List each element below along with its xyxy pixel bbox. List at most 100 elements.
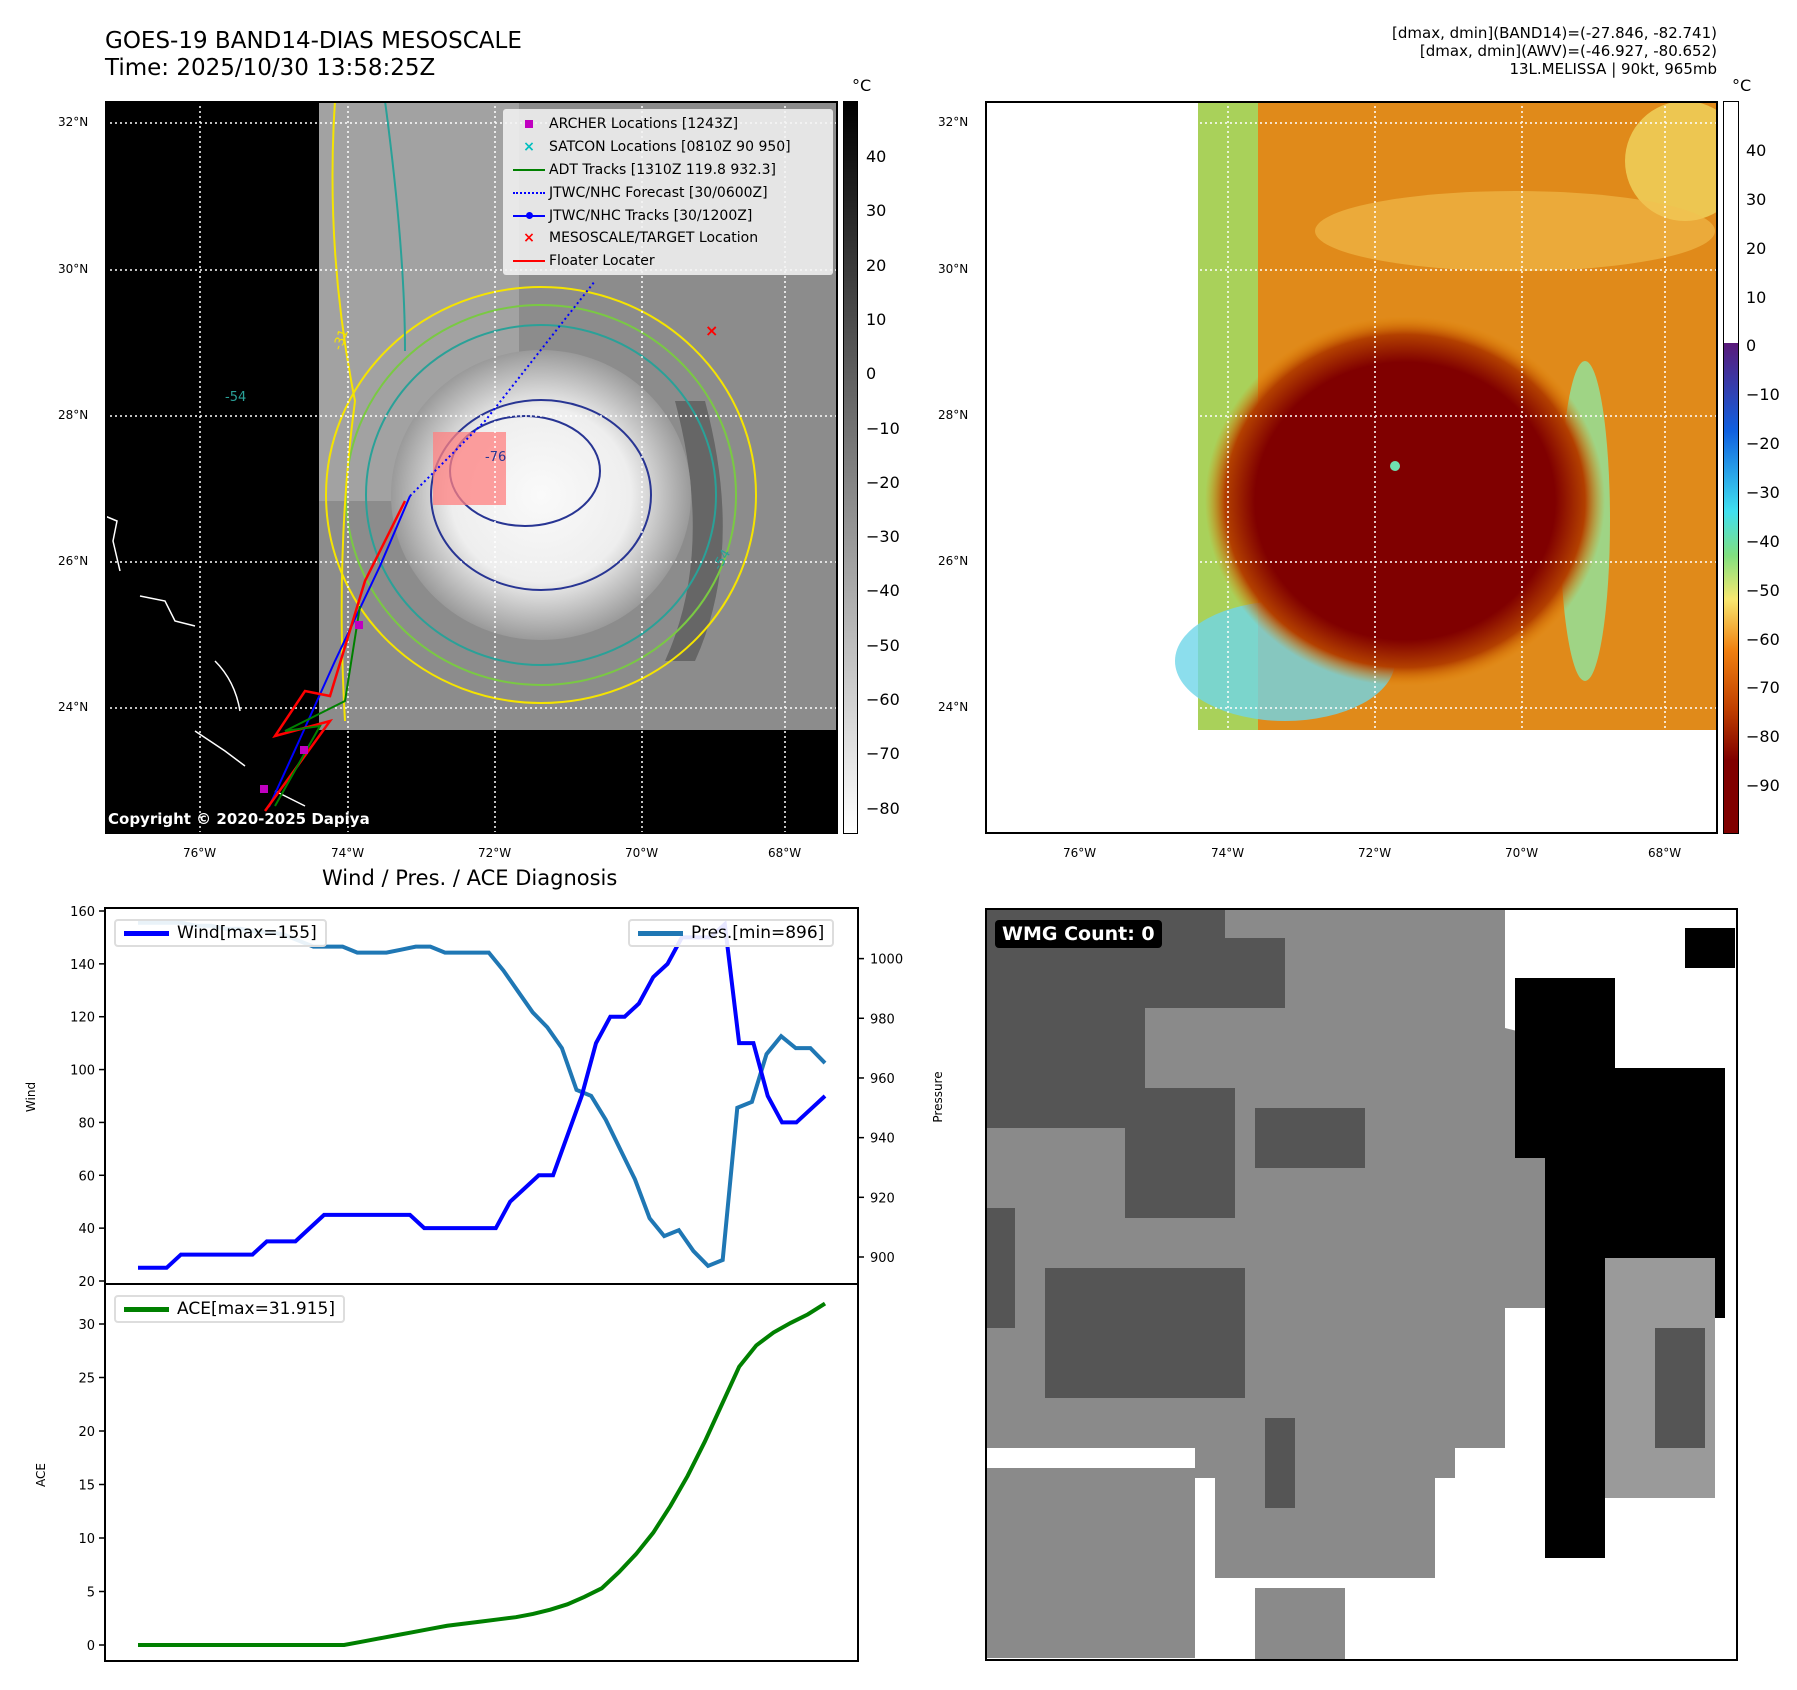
legend-label: Wind[max=155]: [177, 923, 317, 943]
lon-label: 72°W: [1358, 846, 1392, 860]
colorbar-tick: −60: [866, 690, 900, 709]
wmg-panel: [985, 908, 1738, 1661]
x-marker-icon: ×: [523, 230, 535, 247]
jtwc-track: [268, 495, 411, 808]
legend-floater: Floater Locater: [509, 250, 827, 273]
line-icon: [509, 168, 549, 171]
pressure-y-tick-label: 900: [870, 1251, 895, 1266]
contour-label: -31: [331, 327, 352, 352]
colorbar-tick: −70: [866, 744, 900, 764]
ace-y-tick-label: 25: [78, 1372, 95, 1387]
ace-y-tick-label: 20: [78, 1425, 95, 1440]
stats-block: [dmax, dmin](BAND14)=(-27.846, -82.741) …: [1392, 24, 1717, 78]
ace-y-tick-label: 0: [87, 1639, 95, 1654]
figure-title: GOES-19 BAND14-DIAS MESOSCALE Time: 2025…: [105, 28, 522, 82]
colorbar-tick: −30: [866, 527, 900, 547]
colorbar-tick: 30: [1746, 189, 1767, 209]
colorbar-tick: −40: [1746, 531, 1780, 551]
legend-target: × MESOSCALE/TARGET Location: [509, 227, 827, 250]
wind-line: [138, 920, 827, 1270]
wind-y-tick-label: 100: [70, 1064, 95, 1079]
wind-y-tick-label: 140: [70, 958, 95, 973]
legend-satcon: × SATCON Locations [0810Z 90 950]: [509, 136, 827, 159]
colorbar-tick: 10: [866, 309, 887, 329]
wind-y-tick-label: 40: [78, 1222, 95, 1237]
lon-label: 68°W: [1648, 846, 1682, 860]
legend-tracks: JTWC/NHC Tracks [30/1200Z]: [509, 204, 827, 227]
colorbar-tick: 10: [1746, 287, 1767, 307]
lat-label: 26°N: [938, 554, 969, 568]
wind-axis-label: Wind: [24, 1082, 38, 1112]
awv-map: [985, 101, 1718, 834]
square-marker-icon: [509, 120, 549, 129]
line-icon: [124, 930, 169, 936]
colorbar-tick: −20: [1746, 434, 1780, 454]
lon-label: 68°W: [768, 846, 802, 860]
lon-label: 70°W: [1505, 846, 1539, 860]
legend-label: ACE[max=31.915]: [177, 1299, 335, 1319]
pressure-y-tick-label: 940: [870, 1132, 895, 1147]
wind-y-tick-label: 160: [70, 905, 95, 920]
colorbar-tick: 20: [1746, 238, 1767, 258]
timestamp: Time: 2025/10/30 13:58:25Z: [105, 55, 436, 81]
colorbar-tick: −90: [1746, 776, 1780, 796]
ace-y-tick-label: 10: [78, 1532, 95, 1547]
legend-label: ARCHER Locations [1243Z]: [549, 116, 739, 133]
lat-label: 28°N: [938, 408, 969, 422]
wind-y-tick-label: 80: [78, 1116, 95, 1131]
ace-axis-label: ACE: [34, 1463, 48, 1487]
chart-title: Wind / Pres. / ACE Diagnosis: [322, 866, 618, 890]
wind-y-tick-label: 120: [70, 1011, 95, 1026]
contour-label: -76: [485, 450, 506, 465]
line-icon: [124, 1306, 169, 1312]
lon-label: 76°W: [183, 846, 217, 860]
pressure-y-tick-label: 980: [870, 1012, 895, 1027]
wind-y-tick-label: 20: [78, 1275, 95, 1290]
wind-y-tick-label: 60: [78, 1169, 95, 1184]
legend-forecast: JTWC/NHC Forecast [30/0600Z]: [509, 181, 827, 204]
colorbar-tick: −10: [1746, 385, 1780, 405]
lon-label: 72°W: [478, 846, 512, 860]
colorbar-tick: −50: [866, 635, 900, 655]
ace-y-tick-label: 15: [78, 1479, 95, 1494]
pressure-y-tick-label: 920: [870, 1191, 895, 1206]
lat-label: 24°N: [58, 700, 89, 714]
colorbar-tick: 20: [866, 255, 887, 275]
colorbar-tick: 0: [866, 364, 877, 384]
colorbar-tick: 40: [1746, 141, 1767, 160]
ace-axes-frame: [104, 1283, 859, 1662]
legend-label: SATCON Locations [0810Z 90 950]: [549, 139, 791, 156]
pressure-y-tick-label: 1000: [870, 953, 903, 968]
colorbar-tick: 0: [1746, 336, 1757, 356]
colorbar-tick: −80: [866, 798, 900, 818]
line-dot-icon: [509, 211, 549, 219]
ace-legend: ACE[max=31.915]: [114, 1295, 345, 1323]
lon-label: 70°W: [625, 846, 659, 860]
lat-label: 30°N: [58, 262, 89, 276]
legend-label: JTWC/NHC Forecast [30/0600Z]: [549, 184, 768, 201]
line-icon: [509, 260, 549, 263]
contour-label: -54: [225, 390, 246, 405]
colorbar-tick: −80: [1746, 727, 1780, 747]
product-title: GOES-19 BAND14-DIAS MESOSCALE: [105, 28, 522, 54]
pressure-legend: Pres.[min=896]: [628, 919, 835, 947]
lon-label: 74°W: [331, 846, 365, 860]
right-colorbar: [1723, 101, 1739, 834]
lat-label: 32°N: [938, 115, 969, 129]
legend-label: ADT Tracks [1310Z 119.8 932.3]: [549, 161, 776, 178]
legend-label: JTWC/NHC Tracks [30/1200Z]: [549, 207, 753, 224]
legend-archer: ARCHER Locations [1243Z]: [509, 113, 827, 136]
colorbar-tick: −50: [1746, 580, 1780, 600]
colorbar-tick: 30: [866, 201, 887, 221]
colorbar-tick: −30: [1746, 482, 1780, 502]
stat-band14: [dmax, dmin](BAND14)=(-27.846, -82.741): [1392, 24, 1717, 42]
wmg-count-badge: WMG Count: 0: [995, 920, 1162, 948]
colorbar-tick: −20: [866, 472, 900, 492]
legend-label: MESOSCALE/TARGET Location: [549, 230, 759, 247]
lon-label: 76°W: [1063, 846, 1097, 860]
lat-label: 24°N: [938, 700, 969, 714]
pressure-y-tick-label: 960: [870, 1072, 895, 1087]
coastlines: [105, 515, 306, 807]
lon-label: 74°W: [1211, 846, 1245, 860]
left-colorbar: [843, 101, 858, 834]
